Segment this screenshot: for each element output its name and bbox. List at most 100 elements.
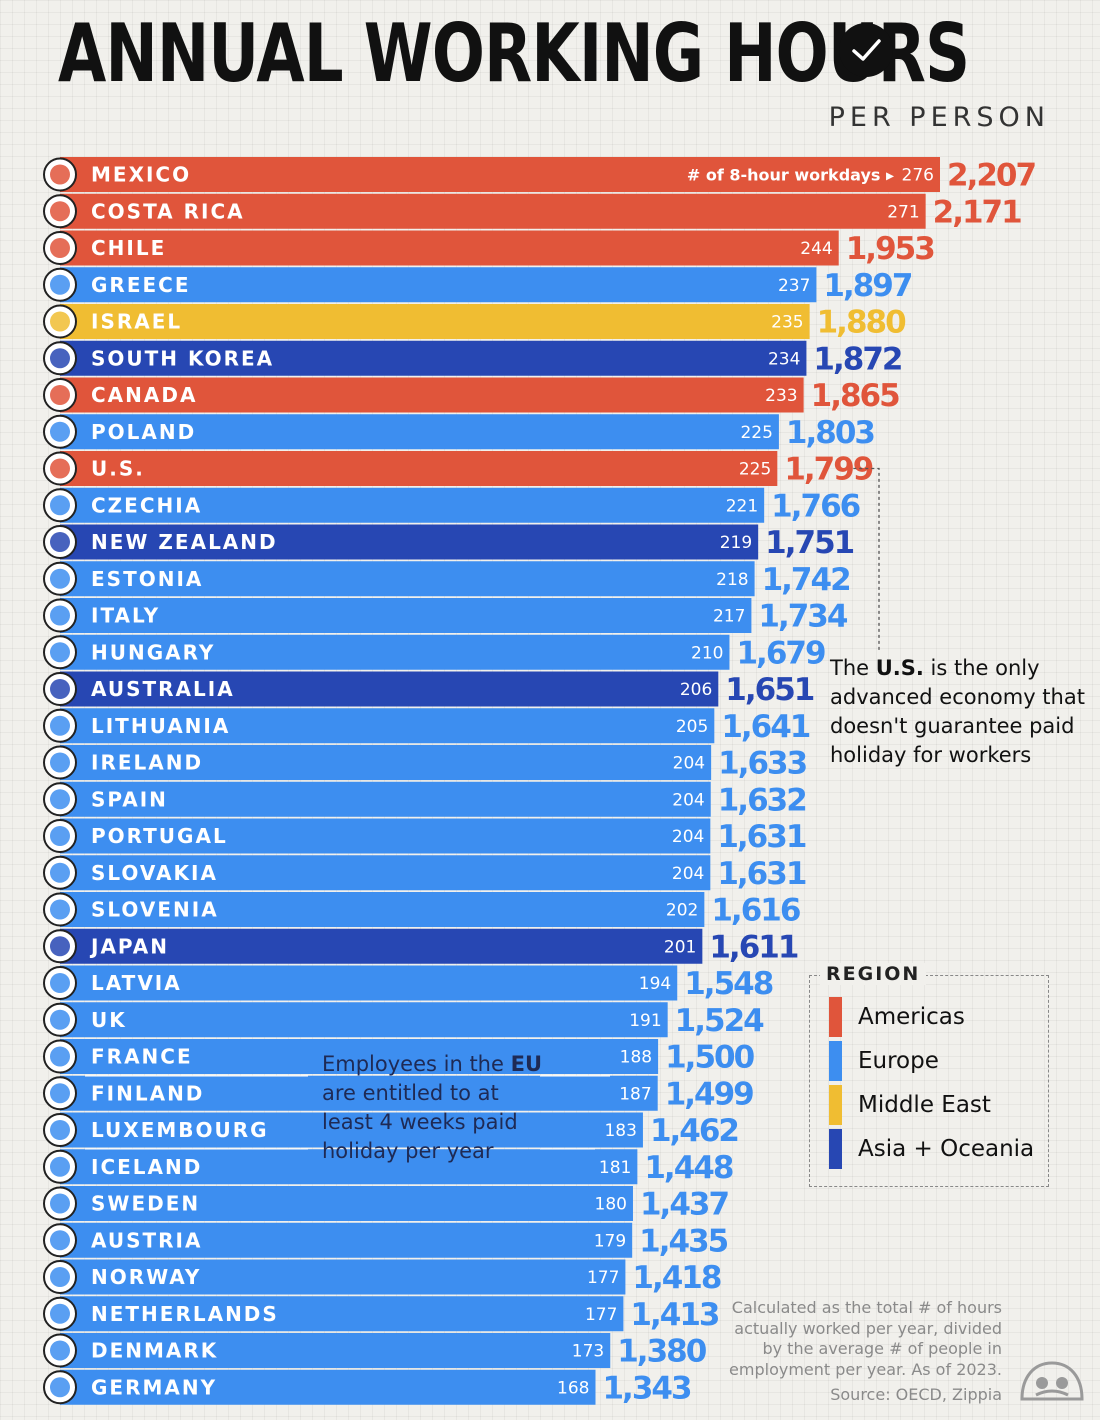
page-subtitle: PER PERSON [828, 102, 1050, 133]
legend-label: Americas [858, 1004, 965, 1030]
bar [60, 928, 703, 964]
flag-emblem [50, 1303, 70, 1324]
flag-emblem [50, 679, 70, 699]
country-label: LUXEMBOURG [91, 1118, 269, 1142]
bar-row: U.S. 225 1,799 [43, 451, 875, 488]
workdays-label: 191 [629, 1011, 661, 1031]
flag-emblem [50, 1230, 70, 1251]
bar [60, 1112, 643, 1148]
flag-emblem [50, 1083, 70, 1104]
clock-check-icon [839, 23, 893, 77]
bar [60, 524, 759, 560]
legend-label: Asia + Oceania [858, 1136, 1035, 1162]
legend-item: Europe [829, 1041, 939, 1081]
flag-emblem [50, 1193, 70, 1214]
country-label: ICELAND [91, 1155, 202, 1179]
hours-value-label: 1,872 [813, 341, 901, 377]
legend-label: Middle East [858, 1092, 991, 1118]
workdays-label: 177 [587, 1268, 619, 1288]
hours-value-label: 1,799 [784, 452, 872, 488]
workdays-label: 206 [680, 680, 712, 700]
workdays-label: 187 [619, 1084, 651, 1104]
bar [60, 193, 926, 229]
flag-emblem [50, 1009, 70, 1030]
hours-value-label: 1,631 [717, 819, 805, 855]
legend-swatch [829, 997, 842, 1037]
bar-row: LATVIA 194 1,548 [43, 965, 775, 1002]
hours-value-label: 1,448 [644, 1150, 732, 1186]
bar-row: LITHUANIA 205 1,641 [43, 708, 812, 745]
country-label: SWEDEN [91, 1192, 200, 1216]
bar [60, 414, 779, 450]
workdays-label: 204 [672, 790, 704, 810]
bar-row: PORTUGAL 204 1,631 [43, 818, 808, 855]
hours-value-label: 1,632 [718, 782, 806, 818]
hours-value-label: 1,641 [721, 709, 809, 745]
bar-row: GREECE 237 1,897 [43, 267, 914, 304]
bar [60, 708, 715, 744]
flag-emblem [50, 1377, 70, 1398]
country-label: JAPAN [89, 934, 169, 958]
bar-row: SLOVAKIA 204 1,631 [43, 855, 808, 892]
bar-row: CHILE 244 1,953 [43, 230, 936, 267]
hours-value-label: 1,897 [823, 268, 911, 304]
hours-value-label: 1,742 [762, 562, 850, 598]
hours-value-label: 1,766 [771, 488, 859, 524]
workdays-label: 244 [800, 239, 832, 259]
country-label: NORWAY [91, 1265, 201, 1289]
legend-swatch [829, 1085, 842, 1125]
flag-emblem [50, 605, 70, 626]
flag-emblem [50, 642, 70, 663]
bar-row: NETHERLANDS 177 1,413 [43, 1296, 721, 1333]
country-label: CANADA [91, 383, 197, 407]
workdays-label: 177 [585, 1305, 617, 1325]
bar [60, 267, 817, 303]
workdays-label: 194 [639, 974, 671, 994]
flag-emblem [50, 201, 70, 222]
bar-row: DENMARK 173 1,380 [43, 1333, 709, 1370]
hours-value-label: 2,207 [947, 158, 1035, 194]
bar [60, 304, 810, 339]
legend-swatch [829, 1041, 842, 1081]
workdays-label: 188 [620, 1048, 652, 1068]
bar [60, 451, 778, 486]
flag-emblem [50, 752, 70, 773]
legend-label: Europe [858, 1048, 939, 1074]
legend-box [809, 975, 1049, 1187]
bar [60, 1259, 626, 1295]
workdays-label: 218 [716, 570, 748, 590]
legend-item: Americas [829, 997, 965, 1037]
hours-value-label: 1,651 [725, 672, 813, 708]
bar-row: SOUTH KOREA 234 1,872 [43, 340, 903, 377]
country-label: SOUTH KOREA [91, 346, 274, 370]
flag-emblem [50, 311, 70, 332]
bar [60, 781, 711, 817]
bar [60, 1296, 624, 1332]
workdays-label: 201 [664, 937, 696, 957]
flag-emblem [50, 899, 70, 920]
hours-value-label: 1,499 [665, 1076, 753, 1112]
eu-annotation: Employees in the EU are entitled to at l… [322, 1052, 542, 1163]
flag-emblem [50, 715, 70, 736]
bar-row: ICELAND 181 1,448 [43, 1149, 735, 1186]
bar [60, 855, 711, 891]
bar-row: HUNGARY 210 1,679 [43, 634, 827, 671]
country-label: HUNGARY [91, 640, 215, 664]
bar-row: UK 191 1,524 [43, 1002, 766, 1039]
bar [60, 561, 755, 597]
country-label: GREECE [91, 273, 190, 297]
workdays-label: 204 [673, 754, 705, 774]
workdays-label: 179 [594, 1231, 626, 1251]
bar [60, 157, 940, 192]
hours-value-label: 2,171 [933, 194, 1021, 230]
bar-row: FRANCE 188 1,500 [43, 1039, 757, 1076]
workdays-label: 225 [739, 460, 771, 480]
workdays-label: 221 [726, 496, 758, 516]
hours-value-label: 1,418 [632, 1260, 720, 1296]
workdays-label: 217 [713, 607, 745, 627]
workdays-label: 235 [771, 313, 803, 333]
bar [60, 1002, 668, 1038]
workdays-label: 225 [740, 423, 772, 443]
workdays-label: 180 [595, 1195, 627, 1215]
